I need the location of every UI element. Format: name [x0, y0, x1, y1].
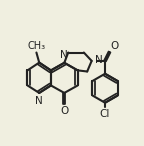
Text: O: O — [60, 106, 68, 116]
Text: N: N — [35, 96, 43, 106]
Text: N: N — [95, 55, 103, 65]
Text: CH₃: CH₃ — [27, 41, 46, 51]
Text: O: O — [111, 41, 119, 51]
Text: Cl: Cl — [100, 109, 110, 119]
Text: N: N — [60, 50, 68, 60]
